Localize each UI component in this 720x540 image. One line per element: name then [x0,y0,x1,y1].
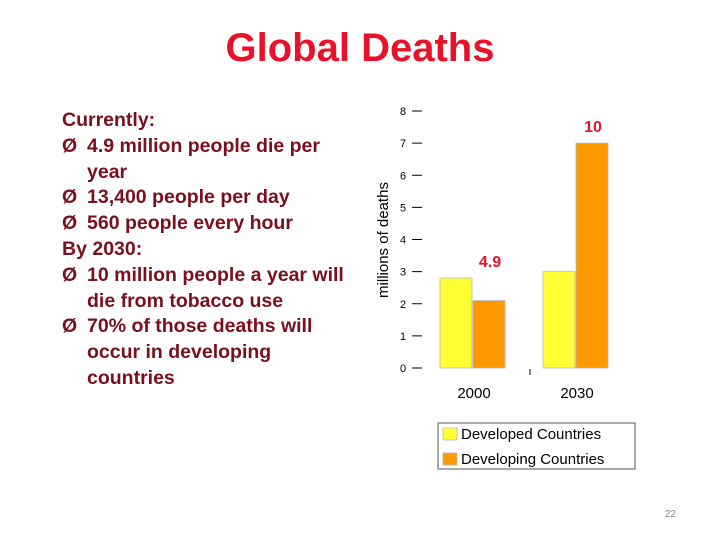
data-label-2030: 10 [584,119,602,136]
bullet-text: 4.9 million people die per year [87,134,320,183]
bar-developed-countries-2000 [439,277,473,369]
data-label-2000: 4.9 [479,254,501,271]
deaths-bar-chart: millions of deaths 0 1 2 3 4 5 6 7 8 2000 2030 4.9 10… [375,106,636,470]
currently-heading: Currently: [62,109,156,131]
bullet-item: Ø 560 people every hour [62,211,352,237]
arrow-bullet-icon: Ø [62,315,78,338]
bullet-text: 10 million people a year will die from t… [87,263,344,312]
bullet-text: 70% of those deaths will occur in develo… [87,315,313,389]
y-tick-label: 6 [400,170,406,182]
legend-label: Developing Countries [461,451,604,468]
y-tick-label: 2 [400,299,406,311]
bullet-list: Currently: Ø 4.9 million people die per y… [62,108,352,392]
bar-developing-countries-2030 [575,142,609,369]
legend-swatch [442,452,458,466]
bar-developing-countries-2000 [472,300,506,369]
y-tick-label: 4 [400,235,406,247]
y-axis-label: millions of deaths [375,182,392,298]
x-tick-label: 2030 [560,385,593,402]
x-tick-label: 2000 [457,385,490,402]
legend-swatch [442,427,458,441]
bar-developed-countries-2030 [542,271,576,369]
y-tick-label: 5 [400,202,406,214]
bullet-item: Ø 4.9 million people die per year [62,134,352,186]
arrow-bullet-icon: Ø [62,263,78,286]
bullet-item: Ø 13,400 people per day [62,185,352,211]
y-tick-label: 8 [400,106,406,118]
y-tick-label: 7 [400,138,406,150]
bullet-text: 560 people every hour [87,212,293,235]
slide-title: Global Deaths [225,26,495,70]
legend-label: Developed Countries [461,426,601,443]
arrow-bullet-icon: Ø [62,212,78,235]
bullet-item: Ø 10 million people a year will die from … [62,263,352,315]
y-tick-label: 0 [400,363,406,375]
arrow-bullet-icon: Ø [62,186,78,209]
by-2030-heading: By 2030: [62,237,143,260]
y-tick-label: 1 [400,331,406,343]
bullet-text: 13,400 people per day [87,186,290,209]
bullet-item: Ø 70% of those deaths will occur in devel… [62,314,352,391]
arrow-bullet-icon: Ø [62,134,78,157]
legend-box [437,422,636,470]
y-tick-label: 3 [400,267,406,279]
slide-number: 22 [664,509,676,520]
